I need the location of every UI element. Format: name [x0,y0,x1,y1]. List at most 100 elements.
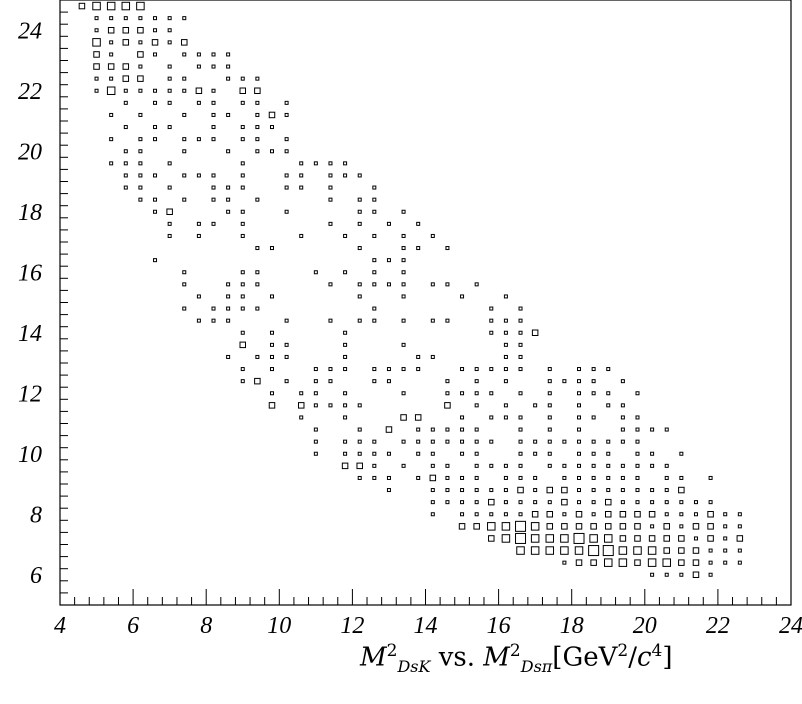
data-box [678,535,685,542]
data-box [386,475,391,480]
data-box [153,100,158,105]
data-box [577,439,582,444]
data-box [620,379,625,384]
data-box [254,377,261,385]
data-box [328,367,333,372]
data-box [503,367,508,372]
data-box [211,64,216,69]
data-box [240,367,245,372]
data-box [240,161,245,166]
data-box [313,367,318,372]
data-box [372,318,377,323]
data-box [196,52,201,57]
data-box [679,512,684,517]
data-box [577,451,582,456]
data-box [269,246,274,251]
data-box [518,306,523,311]
data-box [401,439,406,444]
data-box [328,161,333,166]
data-box [533,451,538,456]
data-box [545,534,555,543]
data-box [737,548,742,553]
data-box [460,488,465,493]
data-box [634,535,641,542]
data-box [474,512,479,517]
data-box [430,451,435,456]
data-box [137,75,144,82]
data-box [460,512,465,517]
data-box [692,523,700,530]
data-box [503,342,508,347]
data-box [313,439,318,444]
data-box [401,318,406,323]
data-box [284,185,289,190]
data-box [503,415,508,420]
data-box [182,282,187,287]
data-box [489,330,494,335]
data-box [648,511,656,518]
data-box [211,318,216,323]
data-box [444,402,451,409]
y-tick-label: 18 [18,200,42,226]
data-box [577,475,582,480]
data-box [138,161,143,166]
data-box [692,571,700,578]
data-box [299,161,304,166]
data-box [619,535,627,542]
data-box [182,137,187,142]
data-box [328,197,333,202]
data-box [591,415,596,420]
data-box [460,427,465,432]
data-box [343,330,348,335]
data-box [708,548,713,553]
data-box [445,439,450,444]
data-box [474,379,479,384]
data-box [182,149,187,154]
data-box [401,258,406,263]
data-box [545,546,555,555]
data-box [122,63,130,70]
data-box [518,475,523,480]
data-box [577,367,582,372]
data-box [561,498,568,506]
data-box [577,488,582,493]
data-box [547,500,552,505]
data-box [385,426,393,433]
data-box [474,391,479,396]
data-box [707,523,714,530]
y-tick-label: 24 [18,18,42,44]
data-box [602,545,614,557]
data-box [416,221,421,226]
data-box [416,475,421,480]
data-box [182,173,187,178]
data-box [109,40,114,45]
data-box [182,306,187,311]
data-box [138,197,143,202]
data-box [606,488,611,493]
data-box [255,137,260,142]
data-box [664,463,669,468]
data-box [284,209,289,214]
data-box [664,572,669,577]
data-box [269,367,274,372]
data-box [634,511,641,518]
data-box [737,524,742,529]
data-box [518,451,523,456]
data-box [678,547,685,554]
data-box [343,342,348,347]
data-box [474,475,479,480]
data-box [195,87,203,94]
data-box [153,173,158,178]
data-box [357,209,362,214]
data-box [650,572,655,577]
data-box [517,486,524,494]
data-box [445,475,450,480]
data-box [372,282,377,287]
data-box [588,545,600,557]
data-box [196,100,201,105]
data-box [460,475,465,480]
data-box [518,330,523,335]
data-box [516,546,525,555]
data-box [357,173,362,178]
data-box [489,439,494,444]
